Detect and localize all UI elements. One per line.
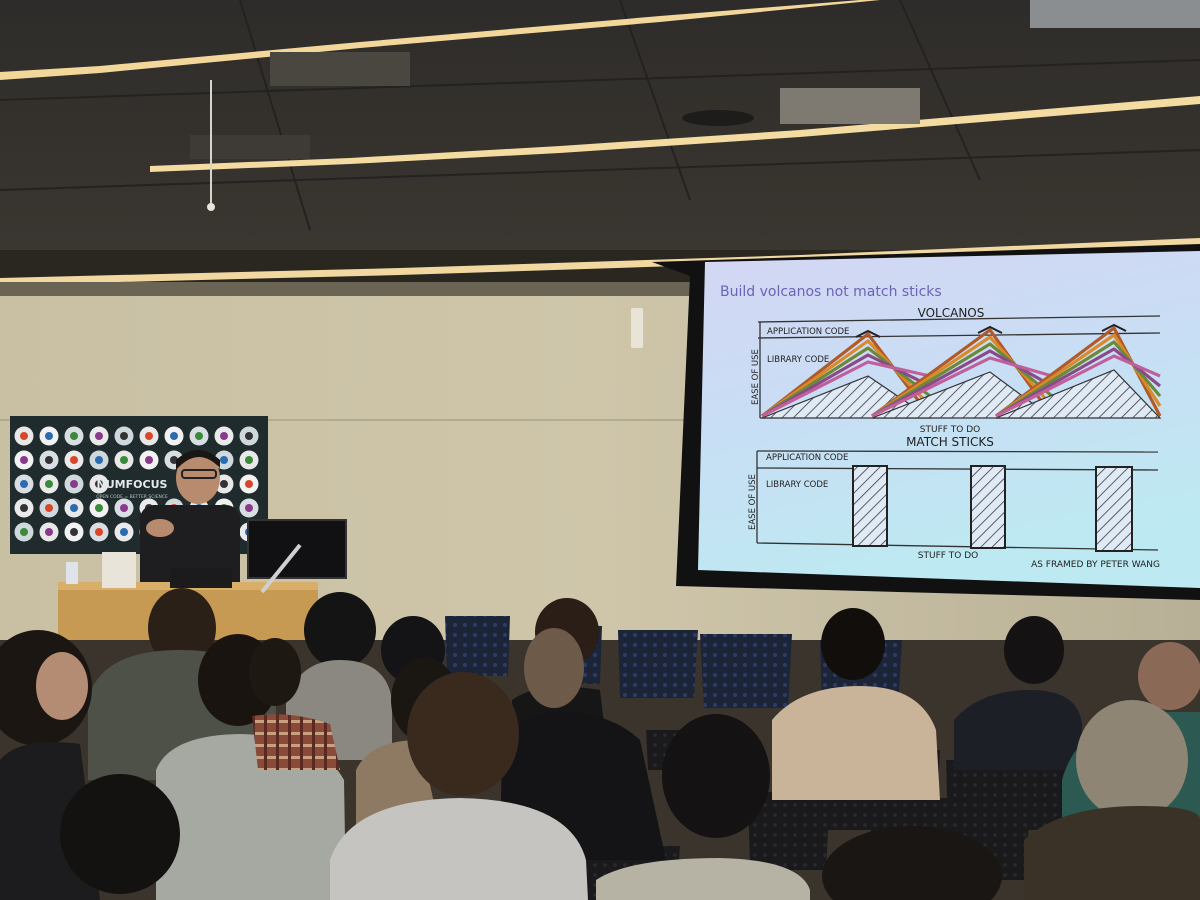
project-logo-mark: [45, 480, 53, 488]
project-logo-mark: [120, 456, 128, 464]
volcano-heading: VOLCANOS: [918, 306, 985, 320]
volcano-layer: [995, 347, 1162, 418]
volcano-shapes: [761, 323, 1162, 419]
project-logo-mark: [95, 432, 103, 440]
library-code-label: LIBRARY CODE: [766, 480, 828, 490]
project-logo-mark: [120, 432, 128, 440]
volcano-rim: [1101, 323, 1127, 332]
project-logo-mark: [245, 432, 253, 440]
volcano-layer: [995, 340, 1162, 418]
library-code-label: LIBRARY CODE: [767, 355, 829, 365]
y-axis-label: EASE OF USE: [751, 349, 761, 405]
ceiling-grid: [0, 0, 1200, 231]
podium-paper: [102, 552, 136, 588]
project-logo-mark: [20, 504, 28, 512]
project-logo-mark: [70, 456, 78, 464]
microphone-stand: [260, 543, 302, 594]
slide-surface: [698, 251, 1200, 588]
y-axis-label: EASE OF USE: [748, 474, 758, 530]
project-logo-mark: [20, 432, 28, 440]
volcano-layer: [995, 326, 1162, 418]
match-stick: [852, 465, 888, 547]
light-switch: [631, 308, 643, 348]
project-logo-mark: [220, 432, 228, 440]
water-bottle: [66, 562, 78, 584]
project-logo-mark: [95, 480, 103, 488]
project-logo-mark: [45, 432, 53, 440]
volcano-layer: [995, 354, 1161, 418]
projection-screen: Build volcanos not match sticks VOLCANOS…: [652, 244, 1200, 600]
project-logo-mark: [20, 480, 28, 488]
project-logo-mark: [170, 432, 178, 440]
project-logo-mark: [145, 432, 153, 440]
project-logo-mark: [145, 456, 153, 464]
volcano-layer: [871, 335, 1054, 418]
project-logo-mark: [45, 504, 53, 512]
project-logo-mark: [45, 456, 53, 464]
application-code-label: APPLICATION CODE: [766, 453, 848, 463]
x-axis-label: STUFF TO DO: [918, 551, 978, 561]
project-logo-mark: [70, 504, 78, 512]
match-stick: [1095, 466, 1133, 552]
volcano-rim: [977, 325, 1003, 334]
volcano-layer: [871, 356, 1053, 418]
project-logo-mark: [20, 528, 28, 536]
ceiling-light-strips: [0, 0, 1200, 285]
volcano-layer: [761, 339, 932, 418]
project-logo-mark: [95, 528, 103, 536]
volcano-base: [995, 369, 1162, 419]
volcano-layer: [761, 346, 931, 418]
ceiling-speaker: [682, 110, 754, 126]
volcano-panel: VOLCANOS APPLICATION CODE LIBRARY CODE E…: [751, 306, 1162, 435]
match-sticks-panel: MATCH STICKS APPLICATION CODE LIBRARY CO…: [748, 435, 1160, 570]
project-logo-mark: [20, 456, 28, 464]
project-logo-mark: [120, 504, 128, 512]
project-logo-mark: [70, 480, 78, 488]
project-logo-mark: [95, 504, 103, 512]
volcano-rim: [855, 329, 881, 338]
hanging-sensor: [207, 203, 215, 211]
banner-logo-text: NUMFOCUS: [97, 478, 168, 491]
project-logo-mark: [70, 432, 78, 440]
project-logo-mark: [45, 528, 53, 536]
ceiling-vent: [270, 52, 410, 86]
slide-title: Build volcanos not match sticks: [720, 284, 942, 300]
ceiling-vent: [780, 88, 920, 124]
volcano-layer: [871, 349, 1053, 418]
project-logo-mark: [195, 432, 203, 440]
project-logo-mark: [70, 528, 78, 536]
laptop: [170, 568, 232, 588]
application-code-label: APPLICATION CODE: [767, 327, 849, 337]
volcano-layer: [761, 353, 931, 418]
match-stick: [970, 465, 1006, 549]
volcano-layer: [761, 360, 931, 418]
project-logo-mark: [95, 456, 103, 464]
audience: [0, 588, 1200, 900]
ceiling-vent: [190, 135, 310, 159]
project-logo-mark: [220, 480, 228, 488]
match-sticks-heading: MATCH STICKS: [906, 435, 994, 449]
volcano-layer: [871, 328, 1054, 418]
ceiling: [0, 0, 1200, 250]
slide-credit: AS FRAMED BY PETER WANG: [1031, 560, 1160, 570]
volcano-layer: [871, 342, 1054, 418]
project-logo-mark: [245, 456, 253, 464]
volcano-layer: [995, 333, 1162, 418]
ceiling-projector-window: [1030, 0, 1200, 28]
project-logo-mark: [245, 504, 253, 512]
project-logo-mark: [245, 480, 253, 488]
x-axis-label: STUFF TO DO: [920, 425, 980, 435]
banner-tagline: OPEN CODE = BETTER SCIENCE: [96, 494, 168, 500]
project-logo-mark: [120, 528, 128, 536]
project-logo-mark: [220, 456, 228, 464]
